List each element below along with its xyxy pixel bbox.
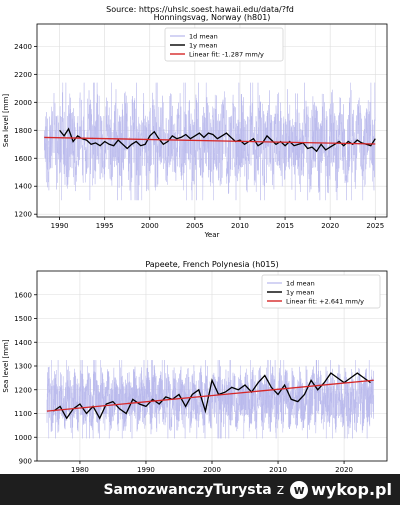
y-tick-label: 1500	[14, 315, 32, 323]
y-axis-label: Sea level [mm]	[2, 94, 10, 148]
axes-frame	[36, 23, 388, 218]
y-tick-label: 1100	[14, 410, 32, 418]
x-tick-label: 1995	[96, 222, 114, 230]
x-tick-label: 2010	[231, 222, 249, 230]
y-tick-label: 1300	[14, 363, 32, 371]
source-line: Source: https://uhslc.soest.hawaii.edu/d…	[106, 5, 294, 14]
y-tick-label: 1200	[14, 211, 32, 219]
series-linear-fit-line	[46, 379, 374, 412]
y-tick-label: 1000	[14, 434, 32, 442]
y-tick-label: 1400	[14, 339, 32, 347]
chart-2: 1980 1990 2000 2010 2020 900 1000 1100 1200 1300 1…	[2, 260, 388, 474]
x-tick-label: 2020	[335, 466, 353, 474]
chart-title: Papeete, French Polynesia (h015)	[145, 260, 278, 269]
y-tick-label: 1800	[14, 127, 32, 135]
y-tick-label: 2000	[14, 99, 32, 107]
watermark-bar: SamozwanczyTurysta z w wykop.pl	[0, 474, 400, 505]
y-tick-label: 2400	[14, 43, 32, 51]
wykop-logo-icon: w	[290, 480, 309, 499]
x-tick-label: 2000	[203, 466, 221, 474]
legend-box	[261, 274, 381, 309]
x-tick-label: 2010	[269, 466, 287, 474]
y-tick-label: 1200	[14, 386, 32, 394]
x-axis-label: Year	[204, 231, 220, 239]
chart-1: 1990 1995 2000 2005 2010 2015 2020 2025 1200 1400…	[2, 13, 388, 239]
y-tick-label: 1600	[14, 291, 32, 299]
x-tick-label: 2005	[186, 222, 204, 230]
chart-title: Honningsvag, Norway (h801)	[154, 13, 271, 22]
x-tick-label: 1990	[137, 466, 155, 474]
series-1y-mean-line	[53, 372, 371, 420]
y-axis-label: Sea level [mm]	[2, 339, 10, 393]
x-tick-label: 2020	[321, 222, 339, 230]
y-tick-label: 2200	[14, 71, 32, 79]
y-tick-label: 1400	[14, 183, 32, 191]
x-tick-label: 2015	[276, 222, 294, 230]
watermark-brand: wykop.pl	[311, 480, 392, 499]
series-linear-fit-line	[44, 136, 376, 145]
x-tick-label: 1990	[51, 222, 69, 230]
legend-label-3: Linear fit: +2.641 mm/y	[286, 298, 364, 306]
legend-label-1: 1d mean	[189, 33, 218, 41]
y-tick-label: 1600	[14, 155, 32, 163]
series-1d-mean-line	[46, 359, 375, 439]
legend-label-1: 1d mean	[286, 280, 315, 288]
watermark-sep: z	[276, 481, 285, 498]
x-tick-label: 1980	[71, 466, 89, 474]
series-1d-mean-line	[43, 82, 376, 201]
legend-box	[164, 27, 284, 62]
watermark-user: SamozwanczyTurysta	[103, 481, 272, 498]
legend-label-3: Linear fit: -1.287 mm/y	[189, 51, 264, 59]
series-1y-mean-line	[59, 127, 376, 153]
figure-canvas: Source: https://uhslc.soest.hawaii.edu/d…	[2, 5, 388, 474]
y-tick-label: 900	[19, 458, 32, 466]
x-tick-label: 2025	[366, 222, 384, 230]
legend-label-2: 1y mean	[189, 42, 217, 50]
legend-label-2: 1y mean	[286, 289, 314, 297]
x-tick-label: 2000	[141, 222, 159, 230]
